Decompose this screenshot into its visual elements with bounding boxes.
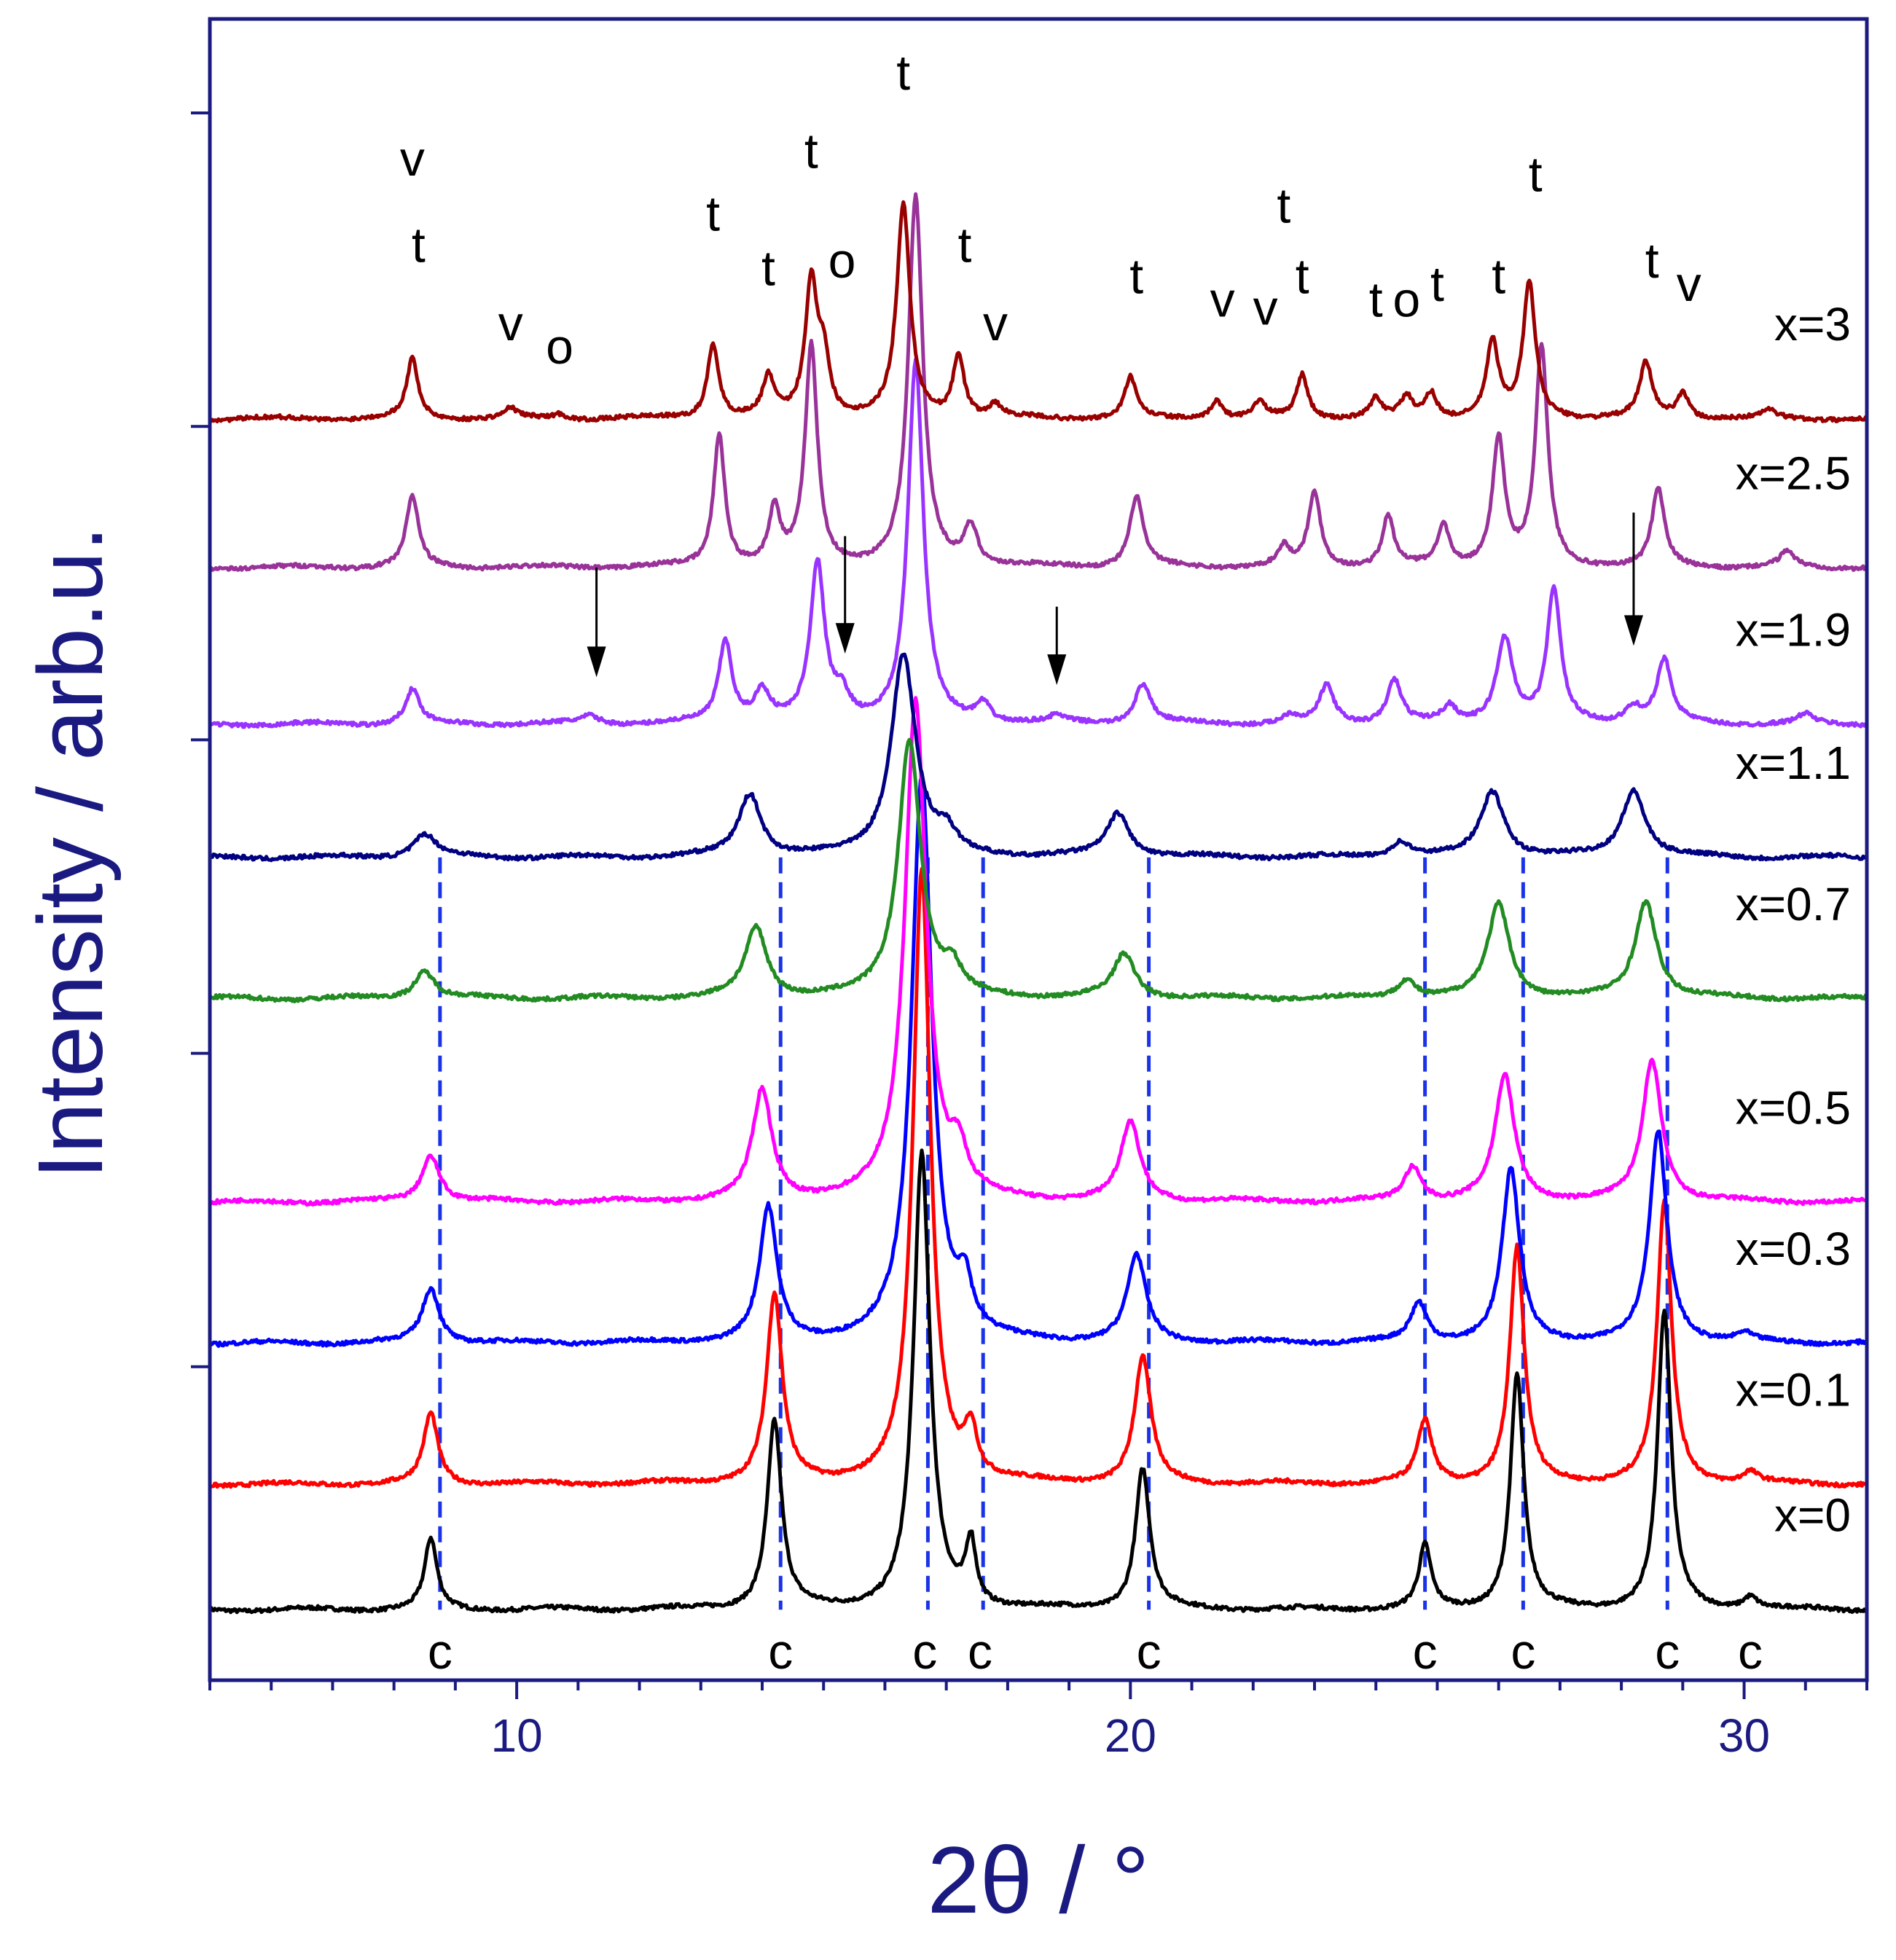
series-label-x=0.3: x=0.3: [1736, 1223, 1851, 1275]
series-label-x=2.5: x=2.5: [1736, 447, 1851, 499]
series-line-x=0: [208, 1148, 1868, 1615]
x-axis-title: 2θ / °: [928, 1827, 1150, 1933]
phase-peak-label: o: [828, 233, 856, 289]
x-axis-ticks: 10 20 30: [208, 1680, 1868, 1762]
arrow-head-2: [1047, 654, 1067, 686]
phase-peak-label: t: [1277, 179, 1290, 234]
c-peak-label: c: [912, 1624, 937, 1679]
c-peak-label: c: [1137, 1624, 1162, 1679]
phase-peak-label: t: [804, 123, 818, 179]
phase-peak-label: t: [1296, 248, 1309, 304]
phase-peak-label: t: [1129, 248, 1143, 304]
phase-peak-label: t: [1369, 273, 1383, 328]
series-label-x=1.1: x=1.1: [1736, 737, 1851, 789]
phase-peak-label: t: [896, 45, 910, 101]
c-peak-label: c: [1413, 1624, 1438, 1679]
phase-peak-label: v: [498, 296, 523, 351]
y-axis-ticks: [191, 111, 210, 1368]
x-tick-label: 10: [491, 1709, 543, 1762]
phase-peak-label: t: [761, 241, 775, 297]
c-peak-label: c: [1738, 1624, 1763, 1679]
y-axis-title: Intensity / arb.u.: [19, 526, 122, 1179]
c-peak-label: c: [1655, 1624, 1680, 1679]
c-peak-label: c: [768, 1624, 793, 1679]
series-label-x=0: x=0: [1774, 1489, 1851, 1542]
series-line-x=1.9: [208, 357, 1869, 729]
phase-peak-label: v: [1210, 273, 1235, 328]
x-tick-label: 20: [1105, 1709, 1156, 1762]
series-group: x=0 x=0.1 x=0.3 x=0.5 x=0.7 x=1.1 x=1.9 x=2.5 x=…: [208, 192, 1869, 1615]
series-line-x=0.5: [208, 696, 1868, 1207]
series-line-x=0.3: [208, 774, 1868, 1348]
series-line-x=0.1: [208, 866, 1869, 1489]
phase-peak-label: o: [546, 319, 573, 375]
phase-peak-label: t: [1430, 256, 1444, 312]
phase-peak-label: v: [400, 131, 425, 187]
series-label-x=0.7: x=0.7: [1736, 878, 1851, 930]
phase-peak-label: t: [957, 217, 971, 273]
phase-peak-label: v: [1253, 280, 1278, 335]
phase-peak-label: v: [983, 296, 1008, 351]
c-peak-label: c: [428, 1624, 453, 1679]
series-line-x=2.5: [209, 192, 1868, 572]
phase-peak-label: t: [412, 217, 426, 273]
plot-frame: [208, 17, 1869, 1682]
series-label-x=0.1: x=0.1: [1736, 1364, 1851, 1416]
phase-peak-label: v: [1677, 256, 1701, 312]
series-line-x=0.7: [208, 737, 1868, 1003]
arrow-head-3: [1623, 615, 1643, 646]
arrow-head-1: [835, 623, 855, 654]
c-peak-label: c: [968, 1624, 992, 1679]
phase-peak-label: t: [1492, 248, 1505, 304]
phase-peak-label: o: [1392, 273, 1420, 328]
c-peak-label: c: [1511, 1624, 1535, 1679]
series-label-x=3: x=3: [1774, 298, 1851, 350]
phase-peak-label: t: [1529, 147, 1543, 203]
series-label-x=1.9: x=1.9: [1736, 603, 1851, 656]
phase-peak-label: t: [706, 186, 720, 241]
phase-peak-label: t: [1645, 233, 1659, 289]
series-line-x=3: [209, 200, 1869, 424]
series-line-x=1.1: [208, 652, 1868, 863]
arrow-head-0: [587, 646, 606, 678]
series-label-x=0.5: x=0.5: [1736, 1081, 1851, 1134]
x-tick-label: 30: [1718, 1709, 1770, 1762]
